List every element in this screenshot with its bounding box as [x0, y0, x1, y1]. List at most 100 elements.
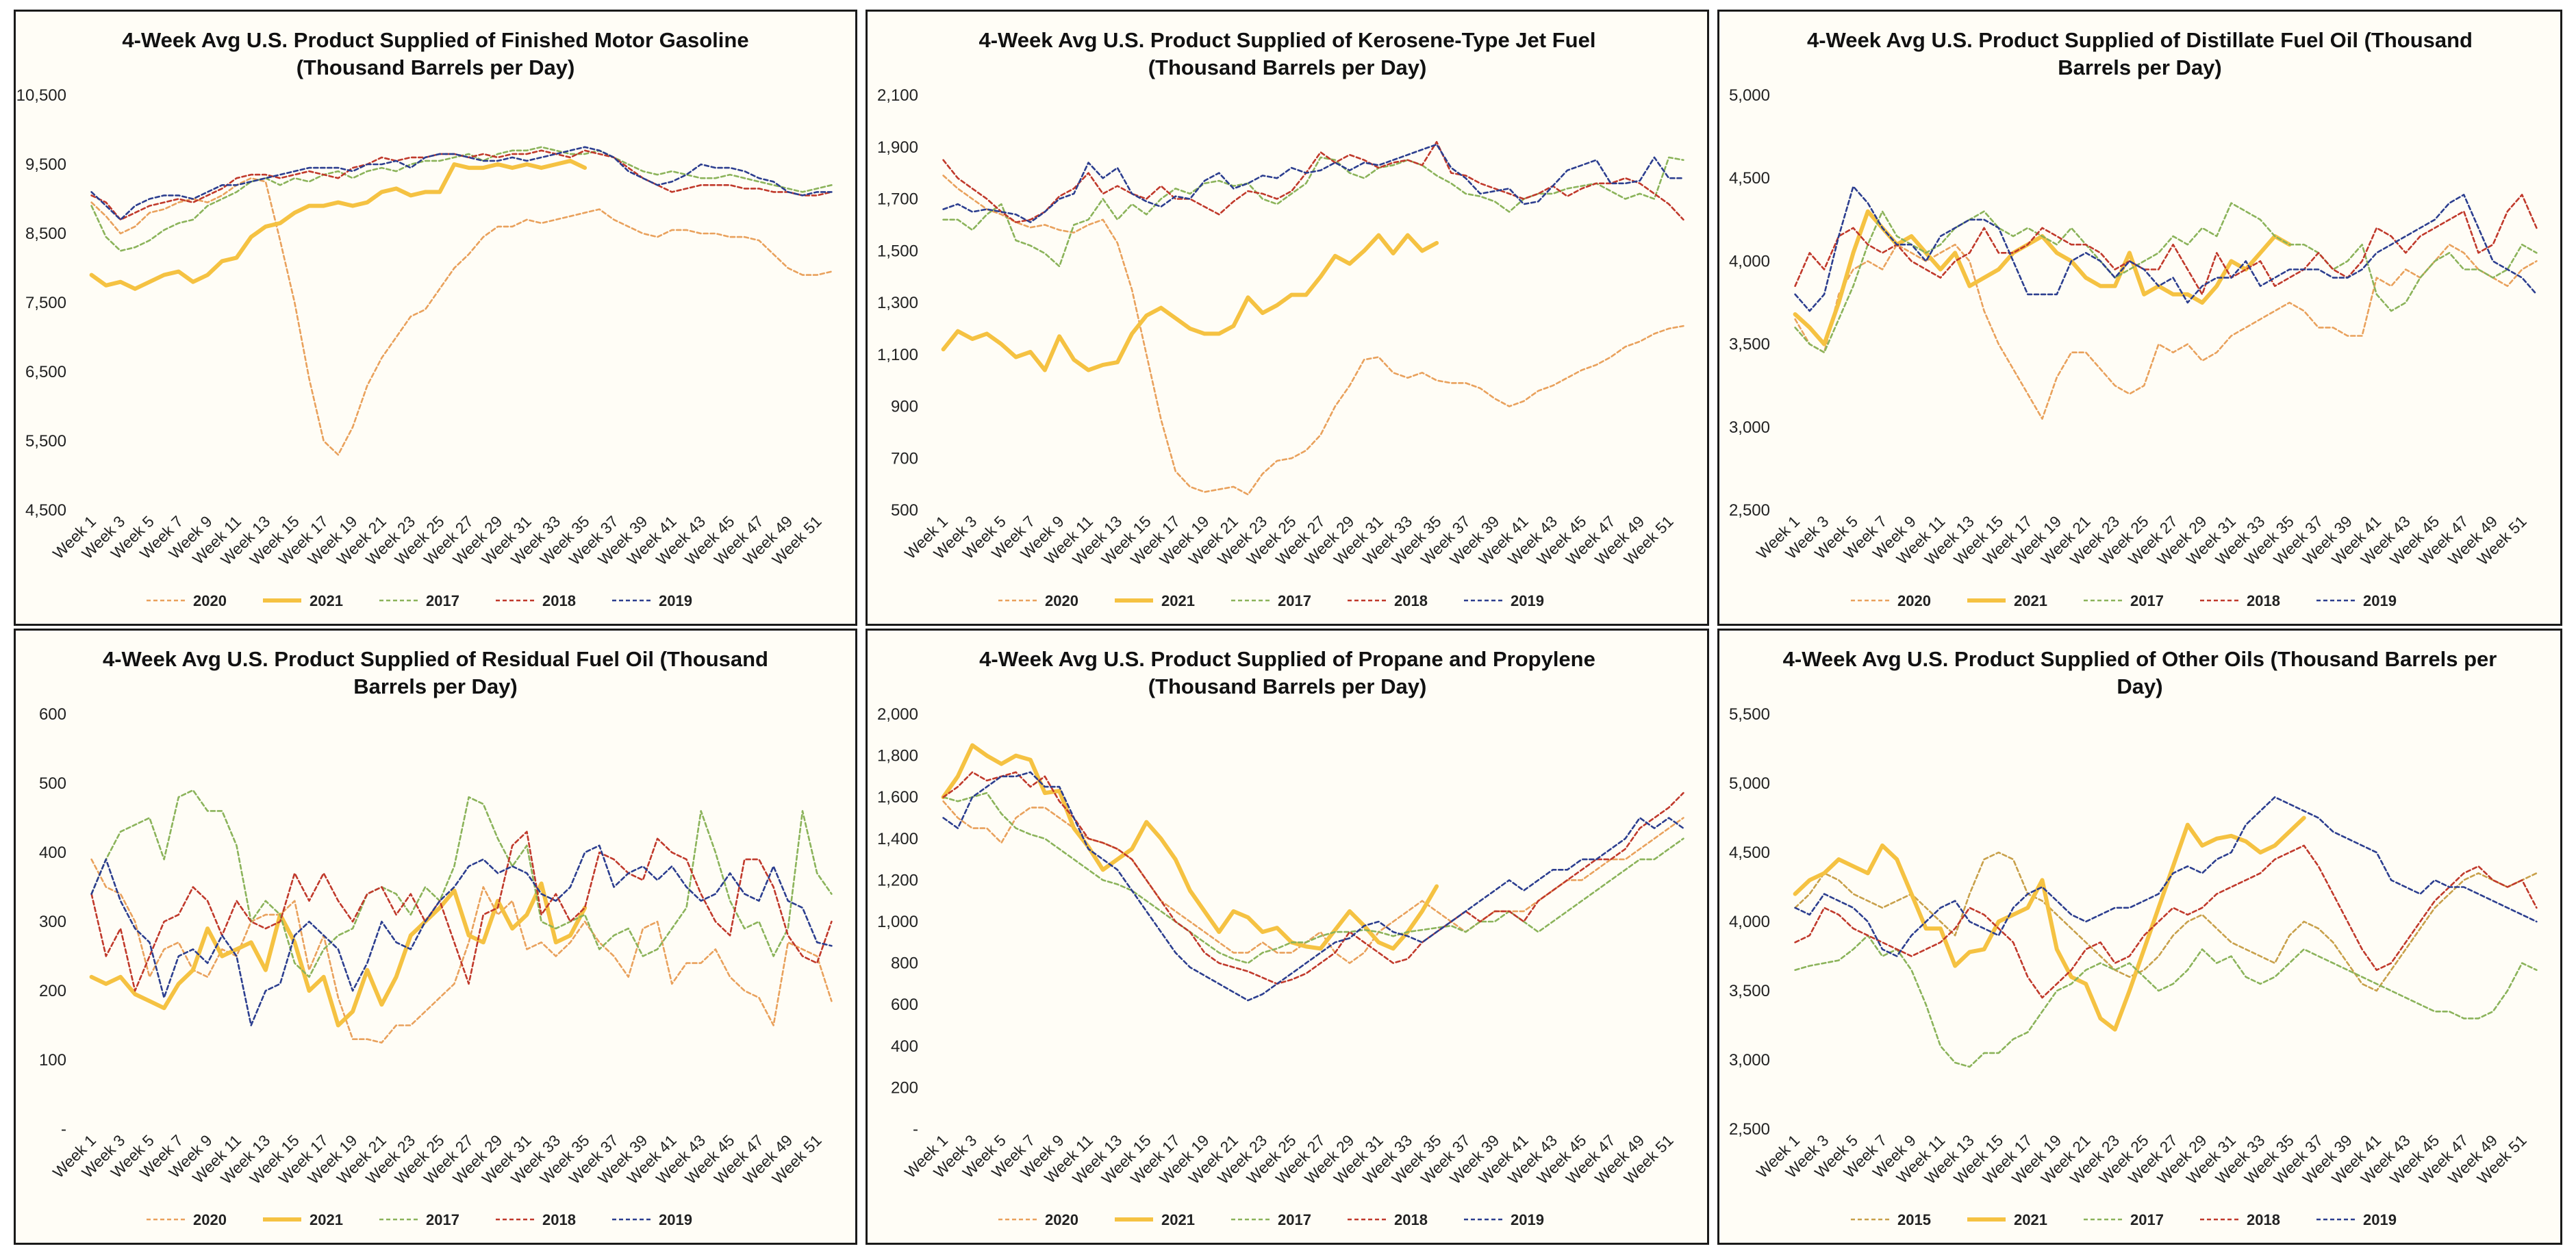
y-tick-label: 1,700: [877, 190, 918, 209]
legend-item-2019: 2019: [1464, 592, 1544, 609]
y-tick-label: 700: [891, 449, 918, 468]
y-tick-label: 1,800: [877, 747, 918, 765]
legend-label: 2019: [659, 1211, 692, 1228]
y-tick-label: 5,000: [1729, 774, 1770, 793]
legend-label: 2018: [542, 592, 576, 609]
legend-label: 2019: [1511, 592, 1544, 609]
legend-item-2020: 2020: [1851, 592, 1931, 609]
y-tick-label: 10,500: [16, 86, 66, 105]
legend-item-2017: 2017: [2084, 1211, 2164, 1228]
legend-label: 2020: [1897, 592, 1931, 609]
y-tick-label: 1,100: [877, 346, 918, 364]
legend-label: 2019: [1511, 1211, 1544, 1228]
legend-item-2018: 2018: [496, 592, 576, 609]
legend-label: 2018: [1394, 592, 1428, 609]
y-tick-label: 1,500: [877, 242, 918, 260]
legend-item-2017: 2017: [379, 1211, 459, 1228]
legend-item-2017: 2017: [379, 592, 459, 609]
y-tick-label: 3,500: [1729, 336, 1770, 354]
series-line-2018: [942, 140, 1684, 223]
chart-panel-distillate-fuel-oil: 4-Week Avg U.S. Product Supplied of Dist…: [1717, 10, 2562, 626]
legend-item-2021: 2021: [263, 1211, 343, 1228]
legend-item-2017: 2017: [2084, 592, 2164, 609]
y-tick-label: 4,500: [1729, 169, 1770, 188]
legend-item-2019: 2019: [2316, 592, 2397, 609]
legend-item-2020: 2020: [147, 1211, 227, 1228]
legend-item-2017: 2017: [1231, 1211, 1311, 1228]
legend-label: 2019: [2363, 1211, 2397, 1228]
legend-label: 2018: [1394, 1211, 1428, 1228]
line-chart-propane-propylene: - 200 400 600 800 1,000 1,200 1,400 1,600 1,800 2,…: [877, 705, 1684, 1228]
y-tick-label: 4,000: [1729, 913, 1770, 931]
series-line-2018: [1794, 194, 2538, 296]
legend-item-2018: 2018: [1348, 592, 1428, 609]
legend-item-2021: 2021: [1115, 1211, 1195, 1228]
line-chart-motor-gasoline: 4,5005,5006,5007,5008,5009,50010,500Week…: [16, 86, 833, 609]
y-tick-label: -: [61, 1120, 66, 1139]
chart-panel-jet-fuel: 4-Week Avg U.S. Product Supplied of Kero…: [866, 10, 1709, 626]
chart-panel-residual-fuel-oil: 4-Week Avg U.S. Product Supplied of Resi…: [14, 629, 857, 1245]
y-tick-label: 3,000: [1729, 1051, 1770, 1070]
y-tick-label: 2,500: [1729, 1120, 1770, 1139]
series-line-2018: [90, 831, 833, 992]
legend-item-2018: 2018: [2200, 592, 2280, 609]
line-chart-other-oils: 2,5003,0003,5004,0004,5005,0005,500Week …: [1729, 705, 2538, 1228]
y-tick-label: 500: [39, 774, 66, 793]
series-line-2021: [89, 158, 588, 291]
y-tick-label: 2,500: [1729, 501, 1770, 520]
series-line-2019: [90, 844, 833, 1026]
legend-item-2021: 2021: [1967, 1211, 2047, 1228]
chart-title: 4-Week Avg U.S. Product Supplied of Dist…: [1806, 28, 2473, 79]
series-line-2021: [941, 233, 1439, 372]
legend-item-2019: 2019: [2316, 1211, 2397, 1228]
series-line-2020: [90, 177, 833, 456]
series-line-2019: [942, 771, 1684, 1002]
series-line-2018: [942, 771, 1684, 985]
legend-label: 2017: [1278, 1211, 1311, 1228]
legend-item-2018: 2018: [496, 1211, 576, 1228]
y-tick-label: 9,500: [25, 155, 66, 174]
y-tick-label: 5,500: [1729, 705, 1770, 724]
chart-panel-motor-gasoline: 4-Week Avg U.S. Product Supplied of Fini…: [14, 10, 857, 626]
chart-panel-other-oils: 4-Week Avg U.S. Product Supplied of Othe…: [1717, 629, 2562, 1245]
legend-label: 2021: [1161, 1211, 1195, 1228]
y-tick-label: 600: [891, 996, 918, 1014]
y-tick-label: 400: [891, 1037, 918, 1056]
y-tick-label: 1,400: [877, 830, 918, 848]
y-tick-label: 3,500: [1729, 982, 1770, 1000]
series-line-2019: [90, 146, 833, 221]
legend-item-2019: 2019: [1464, 1211, 1544, 1228]
legend-item-2021: 2021: [1967, 592, 2047, 609]
y-tick-label: 1,900: [877, 138, 918, 157]
y-tick-label: 5,500: [25, 432, 66, 451]
legend-item-2021: 2021: [263, 592, 343, 609]
y-tick-label: 6,500: [25, 363, 66, 381]
y-tick-label: 7,500: [25, 294, 66, 312]
y-tick-label: 100: [39, 1051, 66, 1070]
legend-item-2020: 2020: [998, 592, 1078, 609]
legend-item-2020: 2020: [998, 1211, 1078, 1228]
series-line-2021: [89, 881, 588, 1028]
legend-label: 2019: [2363, 592, 2397, 609]
y-tick-label: 300: [39, 913, 66, 931]
chart-title: 4-Week Avg U.S. Product Supplied of Prop…: [979, 647, 1595, 698]
series-line-2020: [1794, 243, 2538, 420]
y-tick-label: 2,000: [877, 705, 918, 724]
y-tick-label: 600: [39, 705, 66, 724]
legend-label: 2018: [2247, 592, 2280, 609]
legend-item-2017: 2017: [1231, 592, 1311, 609]
y-tick-label: 1,200: [877, 871, 918, 889]
chart-title: 4-Week Avg U.S. Product Supplied of Resi…: [102, 647, 768, 698]
legend-item-2018: 2018: [2200, 1211, 2280, 1228]
legend-item-2018: 2018: [1348, 1211, 1428, 1228]
y-tick-label: 800: [891, 954, 918, 973]
legend-label: 2018: [2247, 1211, 2280, 1228]
series-line-2021: [941, 743, 1439, 951]
legend-label: 2018: [542, 1211, 576, 1228]
y-tick-label: -: [913, 1120, 918, 1139]
y-tick-label: 900: [891, 398, 918, 416]
y-tick-label: 2,100: [877, 86, 918, 105]
series-line-2015: [1794, 851, 2538, 992]
